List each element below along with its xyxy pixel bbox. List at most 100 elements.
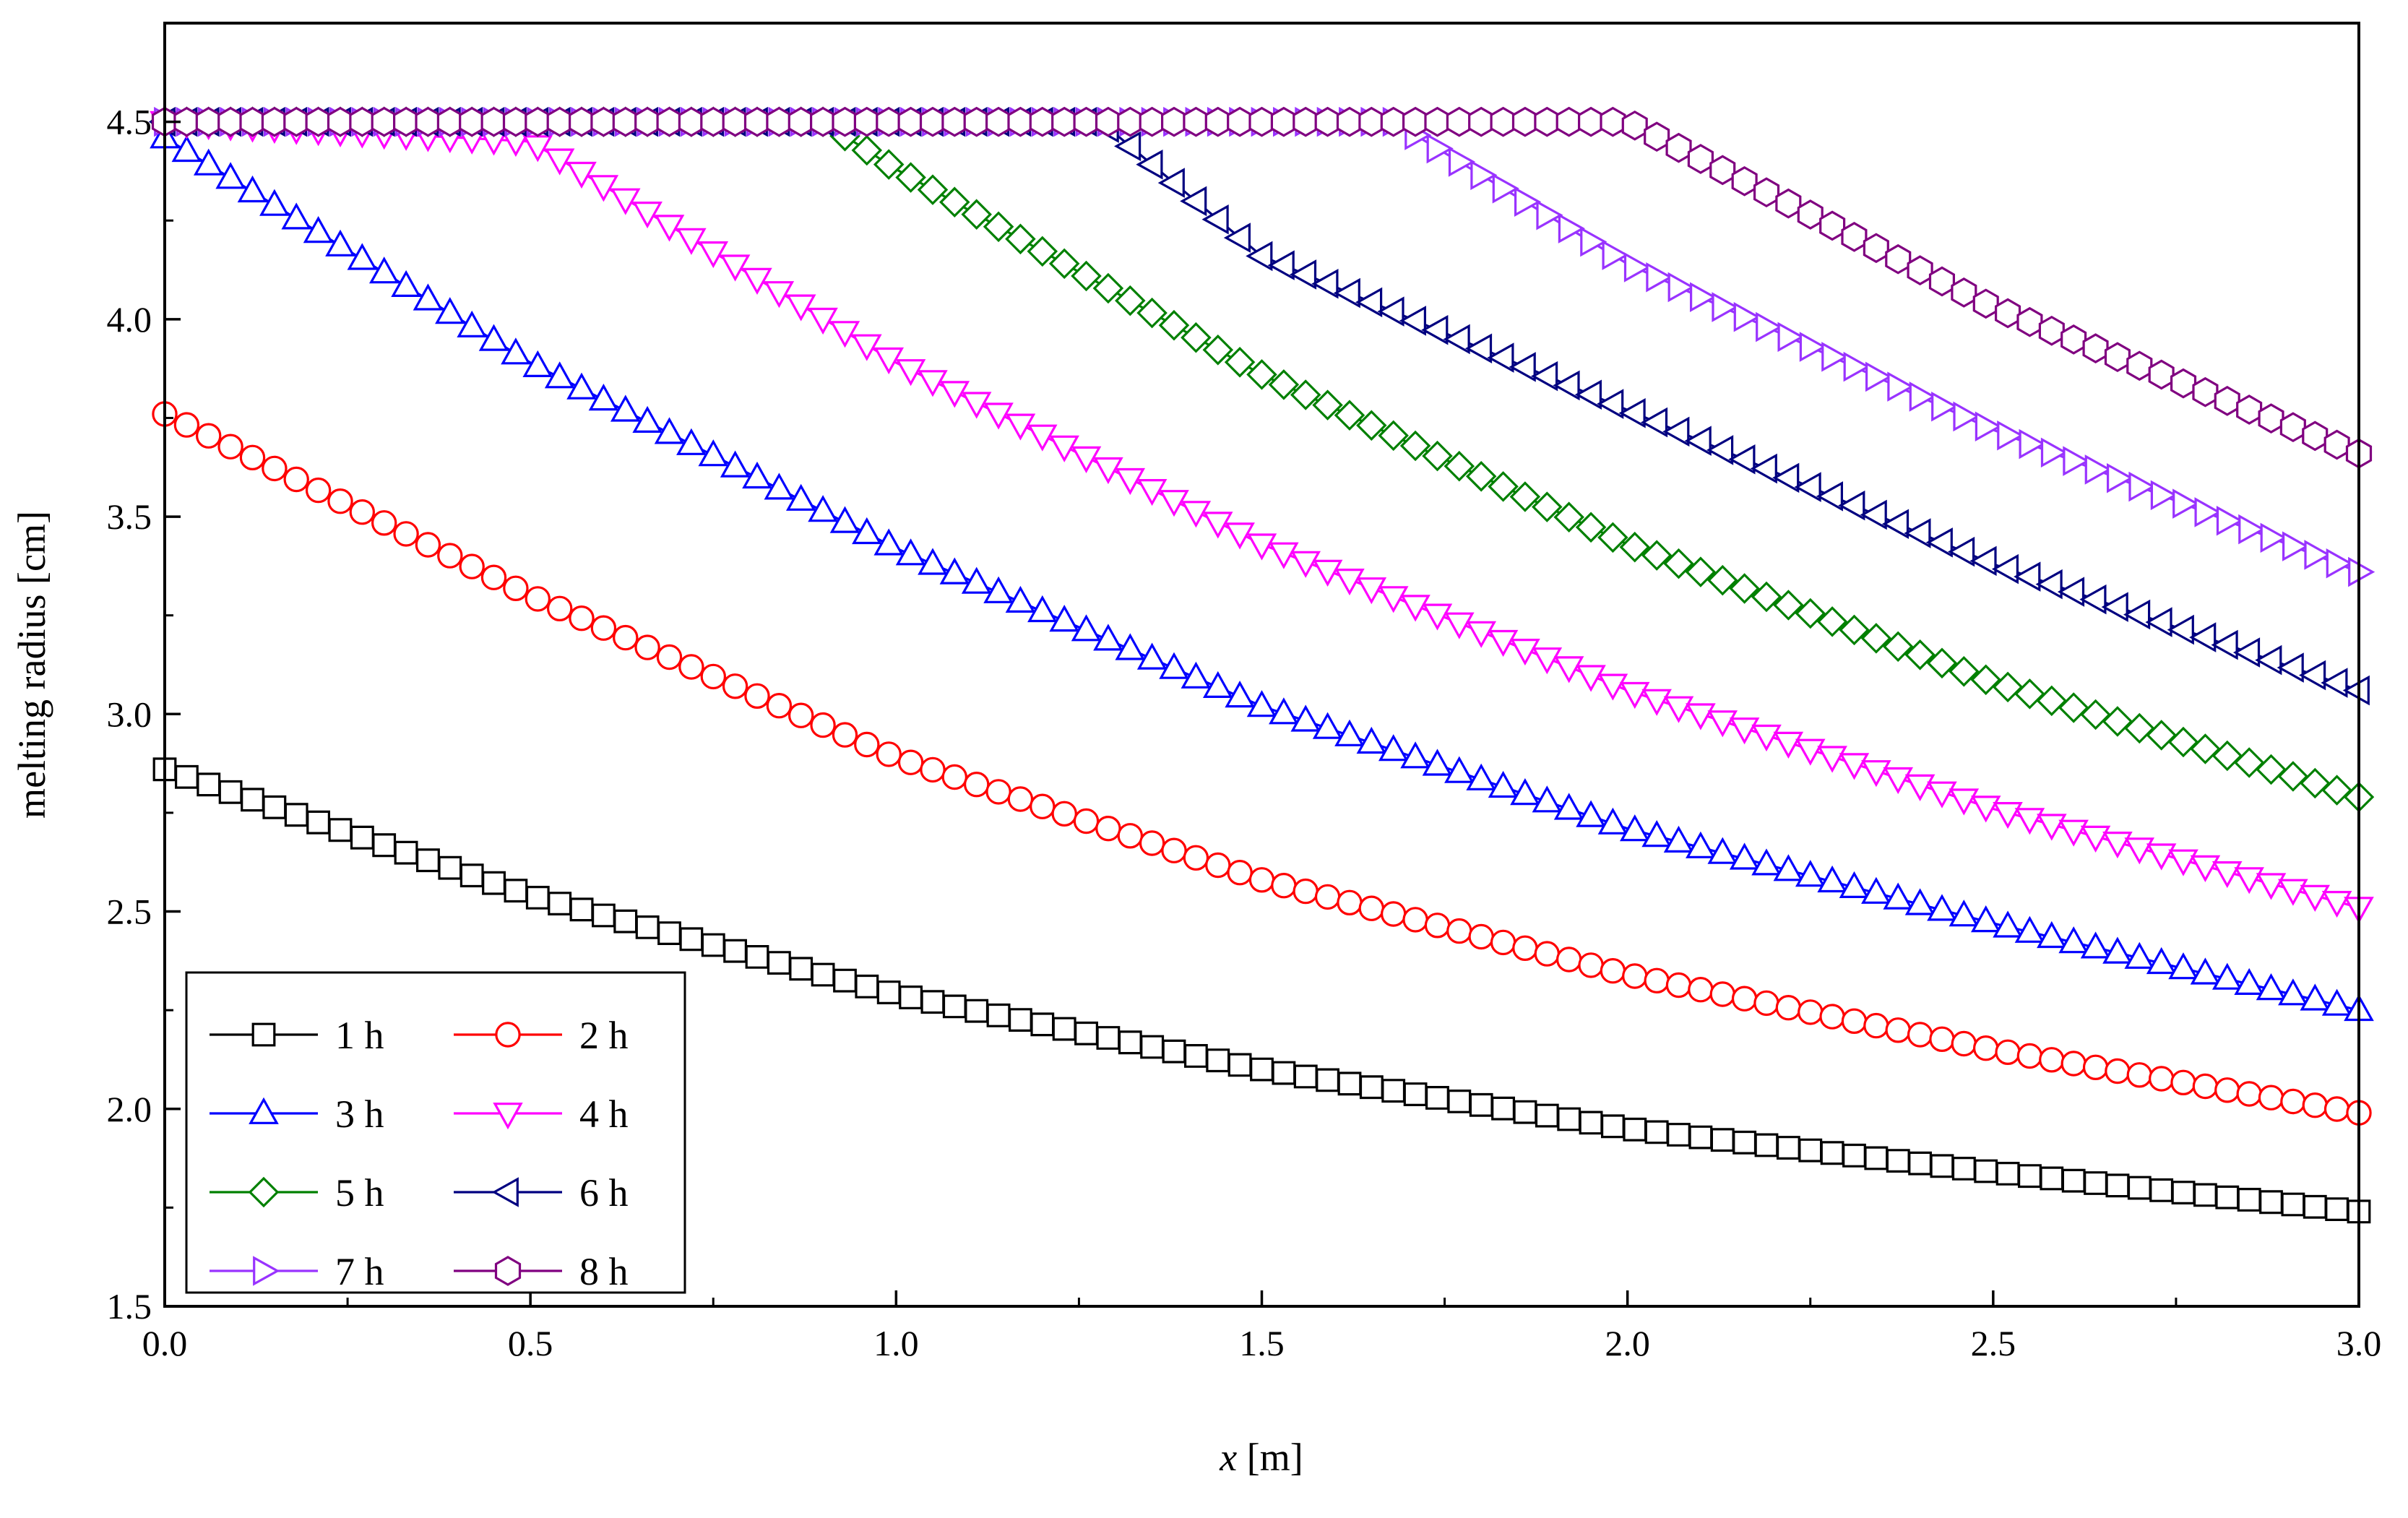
data-point — [764, 473, 795, 500]
data-point — [1421, 314, 1449, 345]
data-point — [986, 1003, 1011, 1027]
data-point — [1336, 106, 1363, 137]
data-point — [1928, 266, 1955, 297]
data-point — [1795, 598, 1826, 629]
data-point — [985, 106, 1012, 137]
data-point — [1162, 1039, 1186, 1064]
data-point — [1446, 918, 1472, 944]
data-point — [654, 215, 685, 242]
data-point — [1464, 333, 1493, 364]
data-point — [2060, 324, 2087, 355]
series-6h — [148, 106, 2370, 706]
data-point — [895, 538, 926, 566]
data-point — [743, 106, 770, 137]
x-tick-label: 1.0 — [873, 1323, 919, 1363]
data-point — [1773, 854, 1804, 881]
data-point — [261, 106, 288, 137]
data-point — [1951, 277, 1977, 308]
data-point — [1641, 820, 1672, 848]
data-point — [1865, 361, 1893, 392]
data-point — [1225, 522, 1255, 550]
data-point — [1882, 631, 1914, 663]
data-point — [2303, 1194, 2327, 1219]
data-point — [1269, 697, 1299, 725]
data-point — [1881, 509, 1909, 540]
data-point — [613, 909, 638, 933]
data-point — [1641, 689, 1672, 716]
data-point — [416, 848, 440, 873]
data-point — [918, 548, 948, 575]
data-point — [2145, 607, 2172, 637]
data-point — [1492, 173, 1519, 204]
data-point — [1927, 894, 1957, 921]
data-point — [1270, 106, 1297, 137]
data-point — [2040, 1166, 2064, 1191]
data-point — [1555, 946, 1582, 973]
data-point — [1027, 424, 1058, 452]
data-point — [1883, 882, 1914, 910]
data-point — [459, 106, 486, 137]
data-point — [1159, 490, 1189, 517]
data-point — [1356, 577, 1387, 605]
data-point — [1356, 726, 1387, 754]
data-point — [2039, 1047, 2065, 1073]
data-point — [1820, 1141, 1844, 1165]
data-point — [1250, 1057, 1274, 1082]
data-point — [2035, 569, 2063, 600]
data-point — [1005, 413, 1036, 441]
data-point — [325, 229, 355, 256]
data-point — [2102, 832, 2133, 859]
data-point — [1707, 710, 1738, 738]
data-point — [873, 528, 905, 556]
data-point — [2172, 488, 2200, 519]
data-point — [1777, 322, 1805, 353]
data-point — [632, 405, 663, 433]
data-point — [767, 951, 791, 975]
data-point — [1271, 872, 1297, 899]
data-point — [1731, 986, 1758, 1012]
data-point — [1712, 292, 1739, 322]
data-point — [548, 892, 572, 915]
data-point — [1293, 878, 1319, 905]
data-point — [876, 980, 901, 1004]
data-point — [1312, 389, 1343, 421]
data-point — [1007, 106, 1034, 137]
data-point — [1951, 1157, 1976, 1181]
data-point — [1839, 614, 1870, 646]
legend-label: 4 h — [579, 1092, 629, 1136]
data-point — [1027, 595, 1058, 623]
data-point — [1644, 121, 1670, 152]
data-point — [502, 106, 529, 137]
data-point — [303, 216, 334, 243]
data-point — [1908, 1151, 1932, 1176]
data-point — [503, 575, 529, 602]
legend-entry: 6 h — [454, 1171, 629, 1215]
data-point — [1378, 420, 1409, 452]
data-point — [590, 615, 617, 641]
data-point — [2084, 1171, 2107, 1195]
data-point — [1553, 370, 1580, 401]
data-point — [1334, 400, 1365, 431]
data-point — [435, 297, 465, 324]
data-point — [1754, 1133, 1779, 1157]
data-point — [961, 566, 992, 594]
data-point — [2211, 629, 2238, 660]
data-point — [2189, 622, 2217, 652]
data-point — [723, 939, 747, 963]
data-point — [1733, 301, 1761, 332]
data-point — [1095, 815, 1121, 842]
data-point — [1798, 1138, 1823, 1163]
data-point — [1443, 450, 1475, 482]
data-point — [1532, 785, 1563, 813]
data-point — [1096, 1026, 1121, 1050]
data-point — [1314, 884, 1341, 910]
data-point — [742, 267, 772, 295]
legend-entry: 7 h — [210, 1250, 384, 1293]
data-point — [983, 402, 1014, 430]
data-point — [1400, 741, 1430, 769]
data-point — [1510, 778, 1540, 806]
data-point — [1756, 311, 1783, 342]
data-point — [436, 106, 463, 137]
data-point — [1468, 106, 1495, 137]
data-point — [547, 595, 573, 622]
